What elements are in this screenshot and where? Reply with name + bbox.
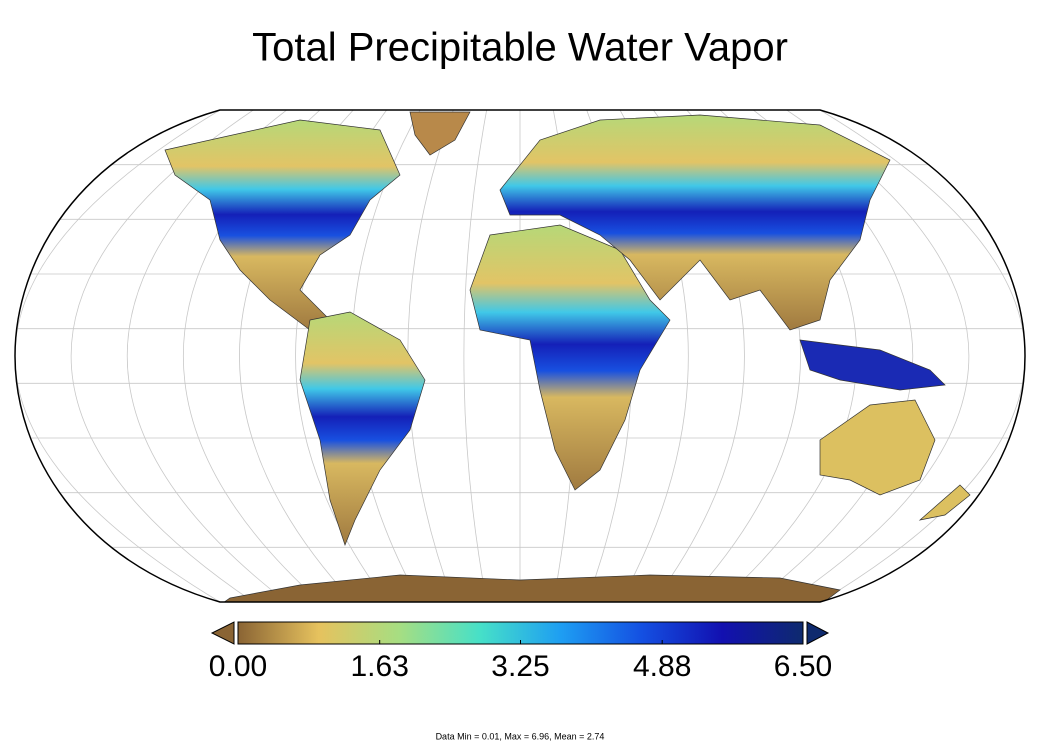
north-america [164, 119, 401, 331]
land-masses [164, 111, 971, 602]
colorbar-over-arrow [806, 621, 830, 645]
africa [469, 224, 671, 491]
map-title: Total Precipitable Water Vapor [252, 26, 788, 70]
eurasia [499, 114, 891, 331]
australia [819, 399, 936, 496]
meridian [70, 110, 254, 602]
colorbar-under-arrow [210, 621, 235, 645]
colorbar-tick-label: 1.63 [350, 650, 408, 683]
antarctica [218, 574, 841, 602]
southeast-asia [799, 339, 946, 391]
colorbar-tick-label: 4.88 [633, 650, 691, 683]
colorbar-tick-label: 6.50 [774, 650, 832, 683]
graticule [15, 110, 1025, 602]
greenland [409, 111, 471, 156]
footnote: Data Min = 0.01, Max = 6.96, Mean = 2.74 [436, 731, 605, 741]
new-zealand [918, 484, 971, 521]
colorbar-tick-label: 0.00 [209, 650, 267, 683]
meridian [463, 110, 488, 602]
south-america [299, 311, 426, 547]
colorbar: 0.00 1.63 3.25 4.88 6.50 [209, 621, 832, 683]
colorbar-tick-label: 3.25 [491, 650, 549, 683]
map-body [15, 110, 1025, 602]
